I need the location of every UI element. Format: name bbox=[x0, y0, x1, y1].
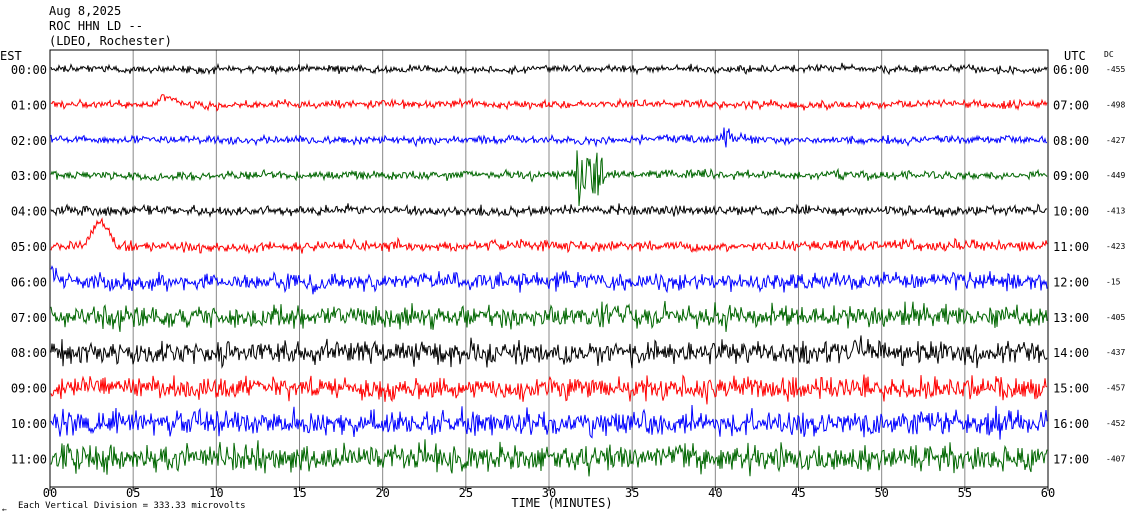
dc-offset-label: -498 bbox=[1106, 100, 1125, 109]
est-hour-label: 00:00 bbox=[11, 63, 47, 77]
axis-layer: 00 05 10 15 20 25 30 35 40 45 50 55 60 EST UTC DC TIME (… bbox=[0, 49, 1125, 514]
x-tick-label: 55 bbox=[958, 486, 972, 500]
utc-hour-label: 10:00 bbox=[1053, 205, 1089, 219]
record-date: Aug 8,2025 bbox=[49, 4, 122, 18]
grid-layer bbox=[132, 50, 966, 487]
dc-offset-label: -15 bbox=[1106, 277, 1121, 286]
x-tick-label: 45 bbox=[791, 486, 805, 500]
utc-hour-label: 11:00 bbox=[1053, 240, 1089, 254]
est-hour-label: 03:00 bbox=[11, 169, 47, 183]
dc-offset-label: -452 bbox=[1106, 419, 1125, 428]
x-tick-label: 40 bbox=[708, 486, 722, 500]
x-tick-label: 35 bbox=[625, 486, 639, 500]
dc-offset-label: -455 bbox=[1106, 65, 1125, 74]
dc-offset-label: -449 bbox=[1106, 171, 1125, 180]
seismic-trace bbox=[50, 127, 1047, 148]
x-tick-label: 15 bbox=[292, 486, 306, 500]
dc-offset-label: -427 bbox=[1106, 136, 1125, 145]
utc-hour-label: 12:00 bbox=[1053, 275, 1089, 289]
est-hour-label: 11:00 bbox=[11, 452, 47, 466]
utc-hour-label: 17:00 bbox=[1053, 452, 1089, 466]
seismic-trace bbox=[50, 217, 1048, 255]
utc-hour-label: 06:00 bbox=[1053, 63, 1089, 77]
utc-hour-label: 09:00 bbox=[1053, 169, 1089, 183]
seismic-trace bbox=[50, 335, 1048, 369]
dc-offset-label: -405 bbox=[1106, 313, 1125, 322]
dc-offset-label: -457 bbox=[1106, 384, 1125, 393]
seismic-trace bbox=[50, 62, 1048, 76]
x-tick-label: 25 bbox=[459, 486, 473, 500]
est-hour-label: 09:00 bbox=[11, 382, 47, 396]
x-tick-label: 10 bbox=[209, 486, 223, 500]
utc-hour-label: 13:00 bbox=[1053, 311, 1089, 325]
seismic-trace bbox=[50, 94, 1048, 112]
x-axis-title: TIME (MINUTES) bbox=[511, 496, 612, 510]
dc-label: DC bbox=[1104, 50, 1114, 59]
seismic-trace bbox=[50, 265, 1048, 295]
seismic-trace bbox=[50, 203, 1048, 218]
x-tick-label: 20 bbox=[375, 486, 389, 500]
dc-offset-label: -423 bbox=[1106, 242, 1125, 251]
seismic-trace bbox=[50, 404, 1048, 440]
arrow-icon: ← bbox=[2, 505, 7, 514]
utc-hour-label: 08:00 bbox=[1053, 134, 1089, 148]
est-hour-label: 06:00 bbox=[11, 275, 47, 289]
seismic-trace bbox=[50, 150, 1048, 207]
x-tick-label: 05 bbox=[126, 486, 140, 500]
scale-note: Each Vertical Division = 333.33 microvol… bbox=[18, 501, 246, 511]
x-tick-label: 60 bbox=[1041, 486, 1055, 500]
est-hour-label: 07:00 bbox=[11, 311, 47, 325]
dc-offset-label: -407 bbox=[1106, 454, 1125, 463]
est-axis-label: EST bbox=[0, 49, 22, 63]
dc-offset-label: -413 bbox=[1106, 207, 1125, 216]
x-tick-label: 00 bbox=[43, 486, 57, 500]
utc-hour-label: 16:00 bbox=[1053, 417, 1089, 431]
utc-hour-label: 07:00 bbox=[1053, 98, 1089, 112]
trace-layer bbox=[50, 62, 1048, 477]
x-tick-label: 50 bbox=[874, 486, 888, 500]
est-hour-label: 02:00 bbox=[11, 134, 47, 148]
est-hour-label: 05:00 bbox=[11, 240, 47, 254]
seismic-trace bbox=[50, 439, 1048, 477]
utc-hour-label: 14:00 bbox=[1053, 346, 1089, 360]
est-hour-label: 04:00 bbox=[11, 205, 47, 219]
seismic-trace bbox=[50, 374, 1048, 405]
seismic-trace bbox=[50, 300, 1048, 332]
utc-axis-label: UTC bbox=[1064, 49, 1086, 63]
network-name: (LDEO, Rochester) bbox=[49, 34, 172, 48]
station-code: ROC HHN LD -- bbox=[49, 19, 143, 33]
est-hour-label: 10:00 bbox=[11, 417, 47, 431]
x-tick-label: 30 bbox=[542, 486, 556, 500]
dc-offset-label: -437 bbox=[1106, 348, 1125, 357]
utc-hour-label: 15:00 bbox=[1053, 382, 1089, 396]
est-hour-label: 01:00 bbox=[11, 98, 47, 112]
est-hour-label: 08:00 bbox=[11, 346, 47, 360]
